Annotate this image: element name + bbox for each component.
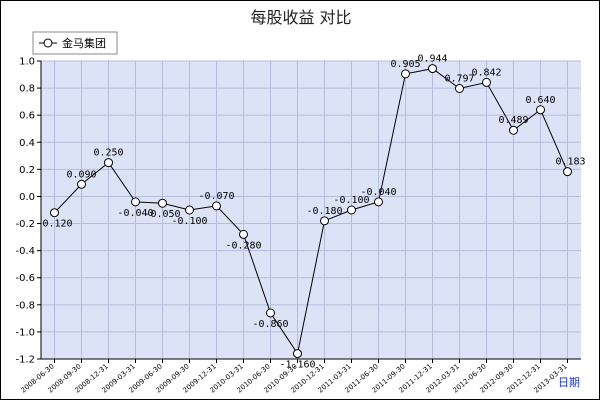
data-point <box>482 77 491 87</box>
y-tick-label: -0.6 <box>15 273 35 284</box>
data-point <box>293 349 302 359</box>
data-label: -0.280 <box>225 240 261 251</box>
y-tick-label: 0.2 <box>19 165 35 176</box>
data-point <box>536 105 545 115</box>
data-label: 0.944 <box>417 54 447 65</box>
data-label: 0.640 <box>525 95 555 106</box>
data-label: 0.797 <box>444 73 474 84</box>
data-point <box>50 208 59 218</box>
data-label: 0.250 <box>93 148 123 159</box>
chart-title: 每股收益 对比 <box>250 8 351 27</box>
legend: 金马集团 <box>32 31 118 55</box>
legend-box <box>32 31 118 55</box>
legend-label: 金马集团 <box>62 36 106 50</box>
data-point <box>509 125 518 135</box>
data-point <box>239 229 248 239</box>
data-label: 0.842 <box>471 67 501 78</box>
data-label: 0.090 <box>66 169 96 180</box>
y-tick-label: -0.2 <box>15 219 35 230</box>
data-label: -0.860 <box>252 319 288 330</box>
data-label: 0.905 <box>390 59 420 70</box>
y-tick-label: -1.0 <box>15 327 35 338</box>
series-group: -0.1200.0900.250-0.040-0.050-0.100-0.070… <box>36 54 585 371</box>
axes <box>40 61 581 360</box>
data-point <box>77 179 86 189</box>
data-point <box>212 201 221 211</box>
data-point <box>104 158 113 168</box>
data-label: -0.070 <box>198 191 234 202</box>
data-point <box>131 197 140 207</box>
y-tick-label: 0.8 <box>19 84 35 95</box>
data-label: -0.180 <box>306 206 342 217</box>
y-tick-label: 0.0 <box>19 192 35 203</box>
data-point <box>401 69 410 79</box>
y-axis-ticks: 1.0 0.8 0.6 0.4 0.2 0.0 -0.2 -0.4 -0.6 -0.8 -1.0 -1… <box>15 57 41 366</box>
data-label: -0.050 <box>144 209 180 220</box>
data-label: -0.120 <box>36 219 72 230</box>
y-tick-label: -0.4 <box>15 246 35 257</box>
data-label: -0.040 <box>117 208 153 219</box>
y-tick-label: -0.8 <box>15 300 35 311</box>
data-point <box>158 198 167 208</box>
data-point <box>563 167 572 177</box>
y-tick-label: 1.0 <box>19 57 35 68</box>
data-point <box>320 216 329 226</box>
data-point <box>266 308 275 318</box>
data-label: 0.489 <box>498 115 528 126</box>
data-point <box>455 83 464 93</box>
x-axis-title: 日期 <box>558 376 580 389</box>
y-tick-label: -1.2 <box>15 355 35 366</box>
data-label: -0.100 <box>171 216 207 227</box>
grid-lines <box>41 60 581 360</box>
plot-area <box>41 61 581 359</box>
data-point <box>374 197 383 207</box>
data-label: 0.183 <box>555 157 585 168</box>
data-label: -0.040 <box>360 187 396 198</box>
data-label: -1.160 <box>279 360 315 371</box>
series-line <box>54 68 568 355</box>
data-point <box>185 205 194 215</box>
legend-marker <box>43 38 53 48</box>
data-point <box>428 64 437 74</box>
data-point <box>347 205 356 215</box>
y-tick-label: 0.4 <box>19 138 35 149</box>
data-label: -0.100 <box>333 195 369 206</box>
y-tick-label: 0.6 <box>19 111 35 122</box>
